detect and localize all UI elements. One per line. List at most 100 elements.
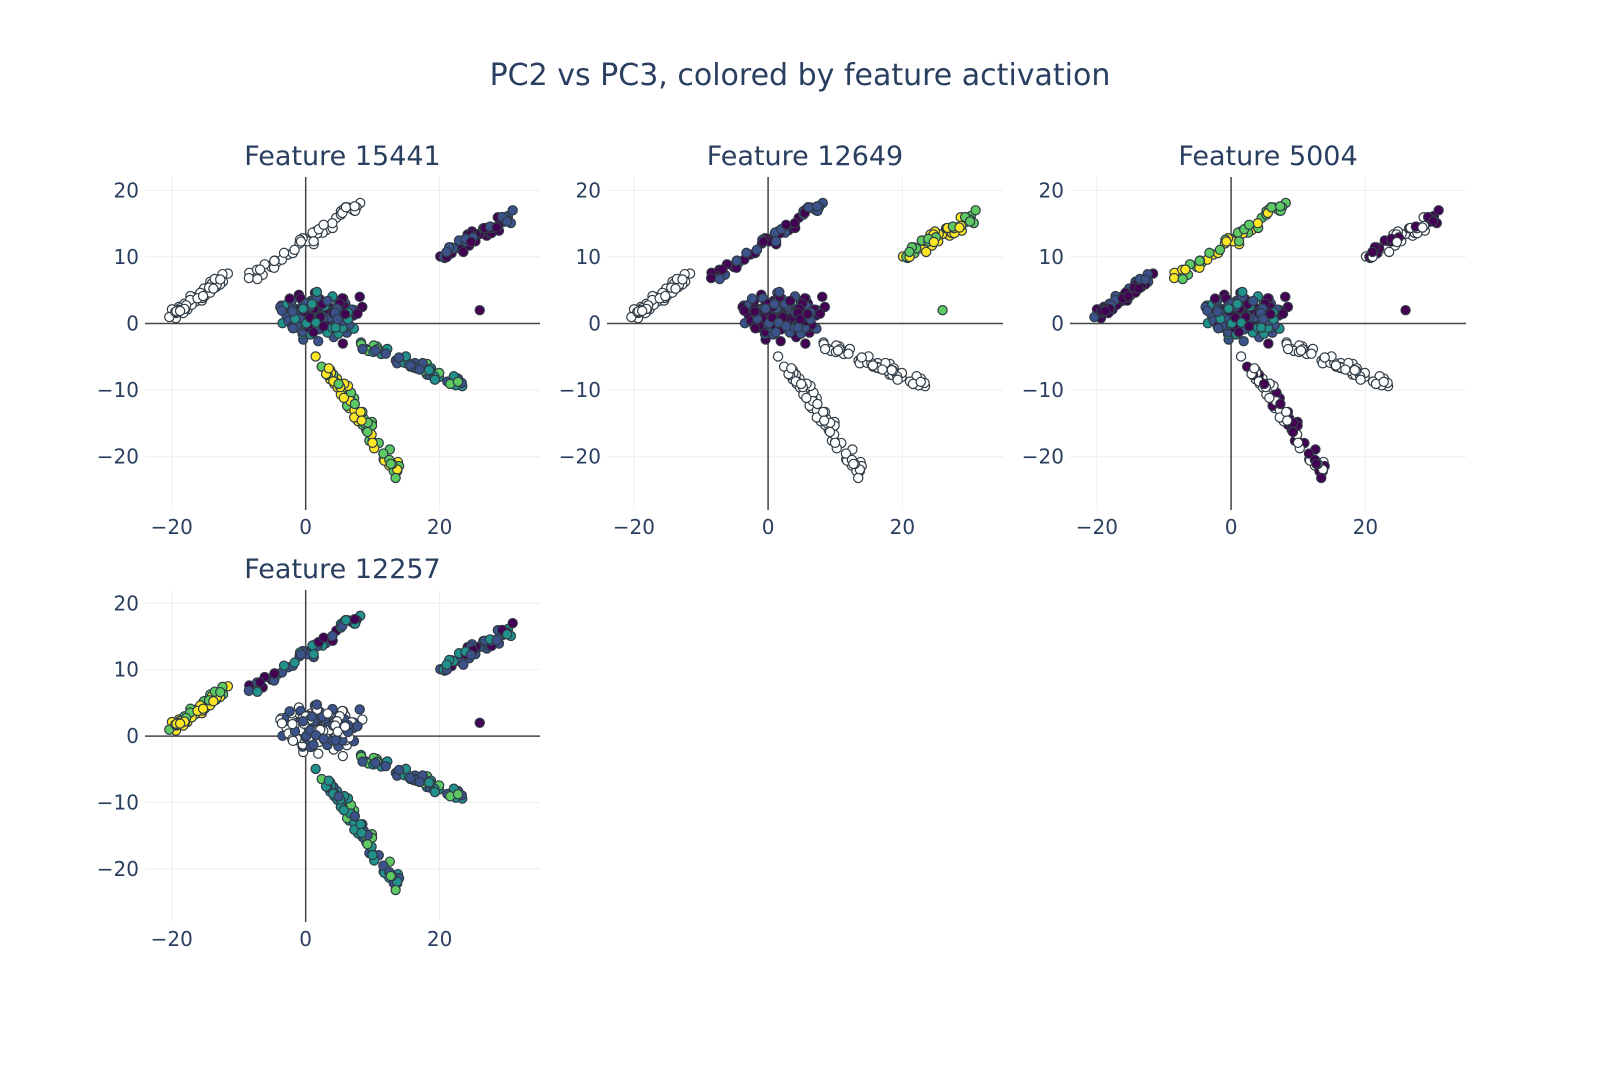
scatter-point (414, 364, 425, 375)
scatter-point (362, 426, 373, 438)
scatter-point (254, 677, 266, 688)
scatter-point (354, 291, 365, 303)
scatter-point (772, 351, 784, 362)
scatter-point (1303, 448, 1315, 459)
scatter-point (786, 363, 797, 374)
scatter-point (814, 308, 826, 319)
scatter-point (1378, 376, 1389, 388)
scatter-point (297, 303, 309, 314)
scatter-point (287, 718, 298, 730)
scatter-point (243, 272, 255, 284)
scatter-point (928, 236, 940, 248)
x-tick-label: −20 (1076, 515, 1118, 539)
scatter-point (215, 274, 226, 285)
scatter-point (208, 696, 219, 707)
scatter-point (784, 295, 796, 307)
y-tick-label: 10 (576, 245, 601, 269)
scatter-point (252, 686, 263, 697)
scatter-point (1311, 458, 1322, 470)
scatter-point (465, 649, 477, 660)
x-tick-label: −20 (151, 927, 193, 951)
scatter-point (1266, 202, 1277, 213)
scatter-point (332, 726, 343, 737)
scatter-point (340, 202, 352, 213)
scatter-point (284, 293, 295, 304)
scatter-point (1221, 236, 1232, 247)
scatter-point (338, 392, 350, 404)
scatter-point (770, 327, 782, 338)
scatter-point (811, 201, 823, 212)
scatter-point (323, 363, 335, 374)
scatter-point (465, 236, 477, 248)
scatter-point (215, 686, 226, 698)
scatter-point (295, 649, 307, 660)
scatter-point (1099, 305, 1111, 317)
scatter-point (380, 760, 391, 772)
scatter-point (739, 305, 750, 316)
scatter-point (333, 378, 344, 390)
scatter-point (491, 222, 502, 233)
scatter-point (318, 321, 329, 332)
scatter-point (269, 255, 280, 267)
scatter-point (964, 216, 976, 227)
scatter-point (800, 338, 811, 349)
scatter-point (405, 772, 416, 784)
scatter-point (840, 448, 852, 459)
subplot-title: Feature 12257 (244, 554, 441, 585)
scatter-point (1202, 305, 1213, 316)
scatter-point (892, 374, 903, 385)
scatter-point (1263, 338, 1274, 349)
scatter-point (349, 398, 361, 410)
scatter-point (824, 426, 836, 438)
scatter-point (390, 884, 401, 896)
scatter-point (789, 217, 801, 229)
scatter-point (385, 458, 396, 470)
scatter-point (174, 718, 186, 729)
scatter-point (458, 246, 469, 258)
scatter-point (1177, 273, 1188, 285)
scatter-point (1400, 305, 1411, 316)
scatter-point (1235, 351, 1247, 362)
scatter-point (1282, 343, 1294, 355)
scatter-point (867, 360, 879, 371)
scatter-point (338, 805, 350, 816)
scatter-point (254, 264, 266, 275)
scatter-point (289, 244, 300, 256)
scatter-point (780, 321, 792, 332)
x-tick-label: 0 (299, 927, 312, 951)
scatter-point (269, 668, 280, 679)
scatter-point (749, 306, 760, 317)
scatter-point (349, 201, 360, 212)
y-tick-label: −20 (559, 445, 601, 469)
scatter-point (1194, 255, 1205, 267)
scatter-point (339, 721, 351, 732)
scatter-point (429, 786, 441, 798)
scatter-point (1264, 392, 1275, 404)
scatter-point (337, 338, 349, 349)
y-tick-label: 10 (114, 245, 139, 269)
scatter-point (370, 345, 381, 356)
y-tick-label: 0 (126, 312, 139, 336)
scatter-point (843, 348, 854, 359)
scatter-point (1433, 205, 1444, 216)
scatter-point (507, 617, 518, 629)
scatter-point (677, 274, 688, 285)
scatter-point (1280, 406, 1292, 418)
scatter-point (705, 272, 717, 284)
scatter-point (1355, 374, 1366, 385)
scatter-point (817, 406, 829, 418)
scatter-point (795, 313, 806, 325)
scatter-point (775, 335, 786, 347)
scatter-point (915, 376, 926, 388)
subplot-3: −20 0 20 20 10 0 −10 −20 Feature 5004 (1022, 141, 1466, 539)
subplot-title: Feature 12649 (707, 141, 904, 172)
scatter-point (741, 247, 752, 259)
scatter-point (774, 286, 785, 298)
scatter-point (423, 364, 435, 376)
y-tick-label: 0 (588, 312, 601, 336)
scatter-point (1255, 322, 1267, 333)
scatter-point (297, 716, 309, 727)
scatter-point (1292, 437, 1304, 448)
scatter-point (1168, 272, 1180, 284)
scatter-point (313, 335, 324, 347)
